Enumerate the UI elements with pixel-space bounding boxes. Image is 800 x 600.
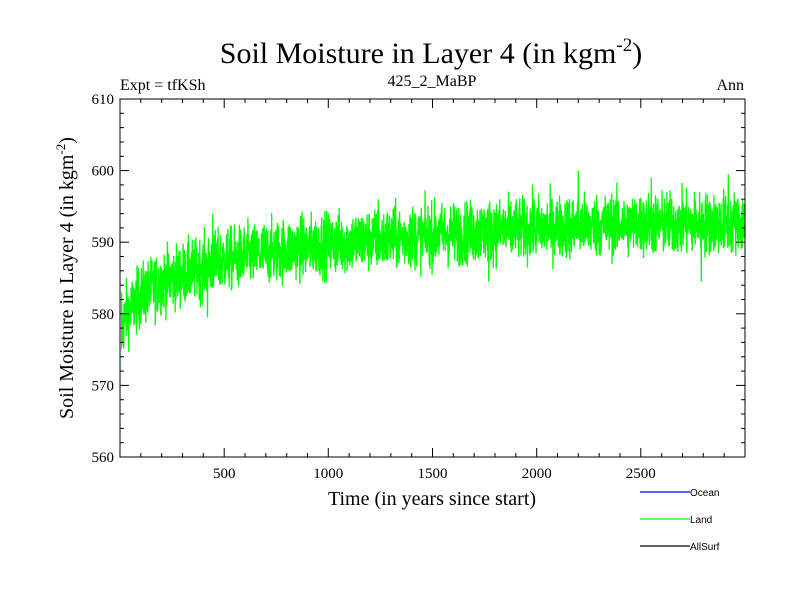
chart-title-main: Soil Moisture in Layer 4 (in kgm xyxy=(220,37,617,70)
ticks-layer: 500 1000 1500 2000 2500 560 570 580 590 600 610 xyxy=(92,92,745,482)
x-axis-label: Time (in years since start) xyxy=(328,488,536,510)
y-axis-label-sup: -2 xyxy=(53,144,68,155)
subtitle-period: Ann xyxy=(716,77,744,94)
x-tick-label: 2500 xyxy=(626,466,656,482)
legend-label-allsurf: AllSurf xyxy=(690,542,720,553)
series-line-land xyxy=(121,170,745,400)
legend: Ocean Land AllSurf xyxy=(640,488,720,553)
x-tick-label: 2000 xyxy=(522,466,552,482)
legend-label-ocean: Ocean xyxy=(690,488,719,499)
subtitle-expt: Expt = tfKSh xyxy=(120,77,205,94)
x-tick-label: 500 xyxy=(213,466,236,482)
y-tick-label: 580 xyxy=(92,307,115,323)
y-tick-label: 560 xyxy=(92,450,115,466)
y-tick-label: 590 xyxy=(92,235,115,251)
y-tick-label: 610 xyxy=(92,92,115,108)
subtitle-center: 425_2_MaBP xyxy=(388,73,477,90)
y-axis-label-main: Soil Moisture in Layer 4 (in kgm xyxy=(56,154,78,419)
chart-title: Soil Moisture in Layer 4 (in kgm-2) xyxy=(220,35,642,70)
x-tick-label: 1500 xyxy=(418,466,448,482)
y-axis-label: Soil Moisture in Layer 4 (in kgm-2) xyxy=(53,137,78,419)
chart-title-close: ) xyxy=(632,37,642,70)
series-layer xyxy=(121,170,745,400)
y-tick-label: 570 xyxy=(92,378,115,394)
chart-title-sup: -2 xyxy=(616,35,632,56)
y-axis-label-close: ) xyxy=(56,137,78,144)
y-tick-label: 600 xyxy=(92,164,115,180)
legend-label-land: Land xyxy=(690,515,712,526)
x-tick-label: 1000 xyxy=(313,466,343,482)
